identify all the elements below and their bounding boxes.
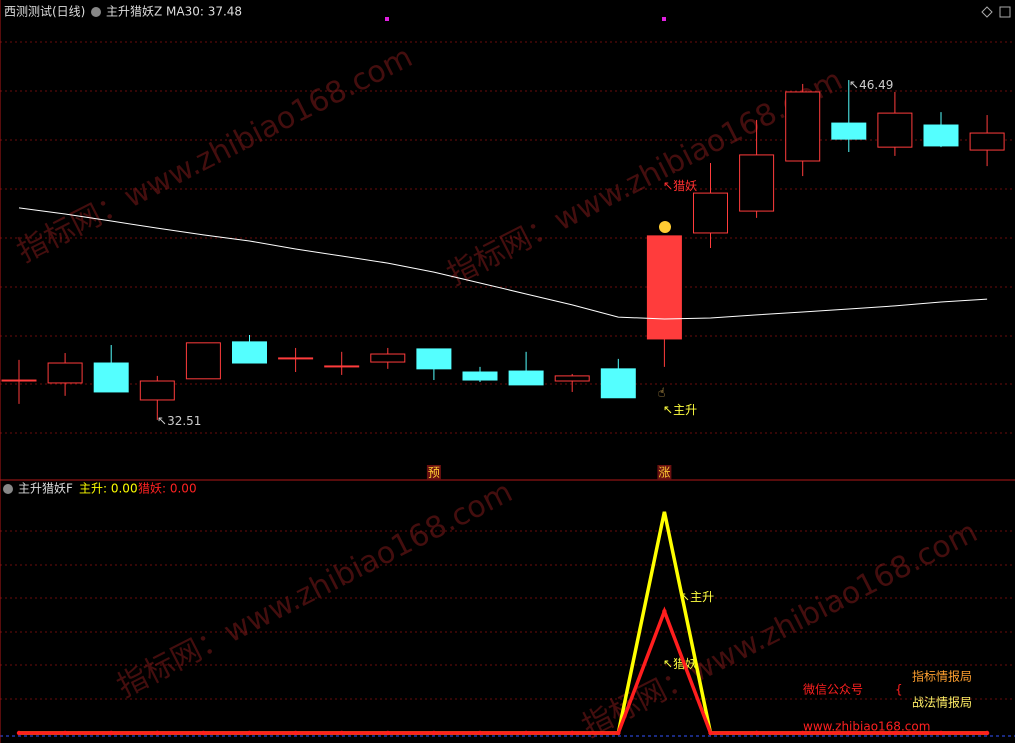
legend-entry: 猎妖: 0.00 bbox=[138, 482, 197, 496]
indicator-name: 主升猎妖Z bbox=[106, 5, 162, 19]
maximize-icon[interactable] bbox=[999, 6, 1011, 18]
promo-url: www.zhibiao168.com bbox=[803, 720, 930, 734]
signal-dot bbox=[385, 17, 389, 21]
promo: 微信公众号 { 指标情报局 战法情报局 www.zhibiao168.com bbox=[803, 669, 972, 734]
indicator-dot bbox=[477, 730, 483, 736]
brace: { bbox=[895, 683, 903, 697]
candle-body bbox=[877, 112, 913, 148]
ma-line bbox=[18, 207, 988, 320]
candle-body bbox=[508, 370, 544, 386]
annotations: ↖32.51 ↖46.49 ↖猎妖 ↖主升 ↖主升 ↖猎妖 ☝ bbox=[157, 17, 893, 671]
candle-body bbox=[370, 353, 406, 363]
ma-label: MA30: 37.48 bbox=[166, 5, 242, 19]
menu-icon[interactable] bbox=[3, 484, 13, 494]
candle-body bbox=[462, 371, 498, 381]
candle-body bbox=[646, 235, 682, 340]
expand-icon[interactable] bbox=[981, 6, 993, 18]
indicator-dot bbox=[155, 730, 160, 736]
candle-body bbox=[93, 362, 129, 393]
indicator-dot bbox=[16, 730, 22, 736]
legend-entry: 主升: 0.00 bbox=[79, 482, 138, 496]
indicator-dot bbox=[708, 730, 713, 736]
indicator-dot bbox=[754, 730, 759, 736]
promo-label: 微信公众号 bbox=[803, 683, 863, 697]
candle-body bbox=[416, 348, 452, 370]
candle-body bbox=[969, 132, 1005, 151]
candle-body bbox=[1, 379, 37, 382]
candle-body bbox=[923, 124, 959, 147]
cursor: ☝ bbox=[658, 386, 665, 400]
candle-body bbox=[554, 375, 590, 382]
indicator-title: 主升猎妖F bbox=[18, 482, 73, 496]
candle-body bbox=[47, 362, 83, 384]
grid bbox=[0, 41, 1015, 700]
indicator-dot bbox=[201, 730, 206, 736]
watermark: 指标网：www.zhibiao168.com bbox=[112, 474, 519, 704]
candle-body bbox=[185, 342, 221, 380]
indicator-dot bbox=[339, 730, 344, 736]
signal-dot bbox=[662, 17, 666, 21]
candle-body bbox=[232, 341, 267, 364]
chart-title: 西测测试(日线) bbox=[4, 4, 85, 19]
annotation: ↖主升 bbox=[663, 403, 697, 417]
marker: 预 bbox=[428, 466, 440, 480]
indicator-dot bbox=[62, 730, 68, 736]
indicator-dot bbox=[385, 730, 390, 736]
candle-body bbox=[785, 91, 821, 162]
indicator-dot bbox=[800, 730, 805, 736]
indicator-dot bbox=[938, 730, 944, 736]
marker-box bbox=[426, 465, 441, 480]
watermark: 指标网：www.zhibiao168.com bbox=[12, 39, 419, 269]
annotation: ↖主升 bbox=[680, 590, 714, 604]
icon bbox=[659, 221, 671, 233]
annotation: ↖猎妖 bbox=[663, 179, 697, 193]
indicator-dot bbox=[523, 730, 529, 736]
marker: 涨 bbox=[658, 465, 670, 480]
indicator-dot bbox=[984, 730, 990, 736]
promo-line: 指标情报局 bbox=[912, 669, 972, 684]
header: 西测测试(日线) 主升猎妖Z MA30: 37.48 主升猎妖F 主升: 0.0… bbox=[3, 4, 1011, 496]
low-label: ↖32.51 bbox=[157, 414, 201, 428]
indicator-dot bbox=[846, 730, 851, 736]
promo-line: 战法情报局 bbox=[912, 695, 972, 710]
marker-box bbox=[657, 465, 672, 480]
candle-body bbox=[278, 357, 314, 360]
indicator-dot bbox=[616, 730, 621, 736]
indicator-dot bbox=[431, 730, 437, 736]
indicator-dot bbox=[662, 609, 667, 614]
indicator-dot bbox=[293, 730, 298, 736]
annotation: ↖猎妖 bbox=[663, 657, 697, 671]
indicator-dot bbox=[109, 730, 114, 736]
candle-body bbox=[831, 122, 867, 140]
candle-body bbox=[693, 192, 728, 234]
indicator-dot bbox=[247, 730, 252, 736]
indicator-dot bbox=[892, 730, 898, 736]
menu-icon[interactable] bbox=[91, 7, 101, 17]
indicator-line bbox=[19, 511, 988, 735]
candle-body bbox=[739, 154, 775, 212]
high-label: ↖46.49 bbox=[849, 78, 893, 92]
indicator-line bbox=[19, 606, 988, 735]
indicator-dot bbox=[570, 730, 575, 736]
candle-body bbox=[324, 365, 360, 368]
candle-body bbox=[600, 368, 636, 399]
candle-body bbox=[139, 380, 175, 401]
